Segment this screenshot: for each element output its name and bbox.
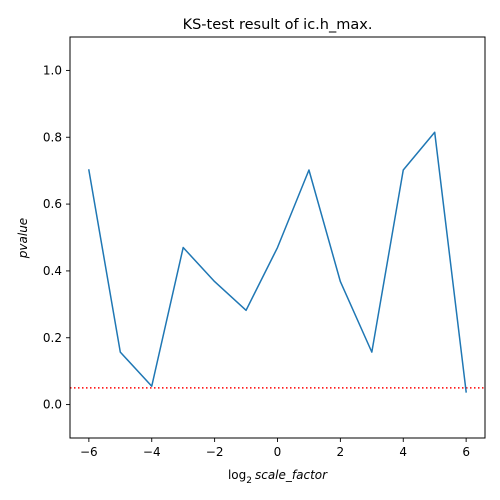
y-axis-ticks: 0.0 0.2 0.4 0.6 0.8 1.0: [43, 63, 70, 412]
x-axis-label-variable: scale_factor: [255, 468, 328, 482]
series-line-0: [87, 131, 467, 393]
x-tick-label: −6: [80, 445, 98, 459]
x-axis-label-prefix: log: [228, 468, 246, 482]
y-tick-label: 0.8: [43, 130, 62, 144]
y-axis-label: pvalue: [16, 218, 30, 259]
x-tick-label: −4: [143, 445, 161, 459]
y-tick-label: 1.0: [43, 63, 62, 77]
axes-frame: [69, 36, 486, 439]
y-tick-label: 0.0: [43, 398, 62, 412]
x-axis-label-subscript: 2: [246, 476, 252, 486]
x-tick-label: 6: [462, 445, 470, 459]
x-tick-label: −2: [206, 445, 224, 459]
y-tick-label: 0.6: [43, 197, 62, 211]
x-axis-ticks: −6 −4 −2 0 2 4 6: [80, 438, 470, 459]
x-axis-label: log2 scale_factor: [228, 468, 328, 486]
plot-area: [69, 36, 486, 439]
chart-title: KS-test result of ic.h_max.: [183, 17, 373, 33]
y-tick-label: 0.4: [43, 264, 62, 278]
x-tick-label: 4: [399, 445, 407, 459]
x-tick-label: 0: [274, 445, 282, 459]
y-tick-label: 0.2: [43, 331, 62, 345]
x-tick-label: 2: [337, 445, 345, 459]
